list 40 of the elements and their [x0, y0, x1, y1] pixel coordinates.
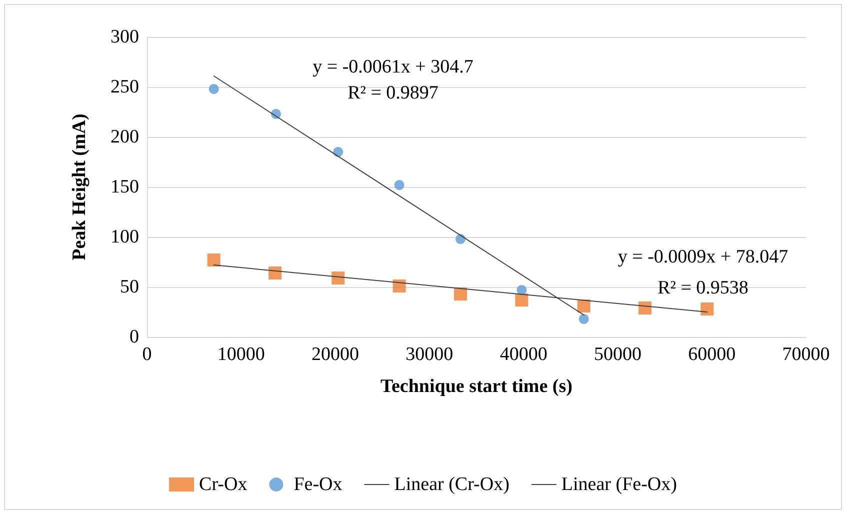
point [333, 147, 344, 157]
point [454, 288, 467, 300]
annotation: y = -0.0061x + 304.7 [312, 56, 474, 78]
legend-label: Linear (Fe-Ox) [561, 474, 677, 495]
legend-label: Linear (Cr-Ox) [394, 474, 510, 495]
legend-label: Cr-Ox [199, 474, 248, 495]
point [207, 254, 220, 266]
annotation: y = -0.0009x + 78.047 [618, 246, 788, 268]
point [392, 280, 406, 292]
x-tick-label: 0 [142, 344, 152, 365]
point [515, 294, 528, 306]
point [577, 300, 590, 312]
x-tick-label: 70000 [782, 344, 830, 365]
annotation: R² = 0.9538 [658, 278, 748, 298]
x-tick-label: 10000 [217, 344, 265, 365]
point [208, 84, 219, 94]
point [268, 266, 282, 280]
annotation: R² = 0.9897 [348, 82, 438, 104]
x-tick-label: 50000 [594, 344, 642, 365]
x-tick-label: 40000 [500, 344, 548, 365]
point [638, 302, 652, 314]
y-tick-label: 300 [110, 26, 139, 48]
point [578, 314, 589, 324]
y-tick-label: 200 [110, 126, 139, 148]
y-axis-title: Peak Height (mA) [69, 114, 90, 260]
x-axis-title: Technique start time (s) [380, 376, 572, 397]
y-tick-label: 0 [130, 326, 139, 348]
point [700, 302, 714, 316]
y-tick-label: 150 [110, 176, 139, 198]
y-tick-label: 250 [110, 76, 139, 98]
y-tick-label: 100 [110, 226, 139, 248]
point [456, 234, 466, 244]
point [394, 180, 404, 190]
legend-label: Fe-Ox [294, 474, 343, 495]
x-tick-label: 30000 [406, 344, 454, 365]
point [516, 285, 527, 295]
x-tick-label: 60000 [688, 344, 736, 365]
x-tick-label: 20000 [312, 344, 360, 365]
y-tick-label: 50 [120, 276, 139, 298]
point [332, 272, 345, 284]
